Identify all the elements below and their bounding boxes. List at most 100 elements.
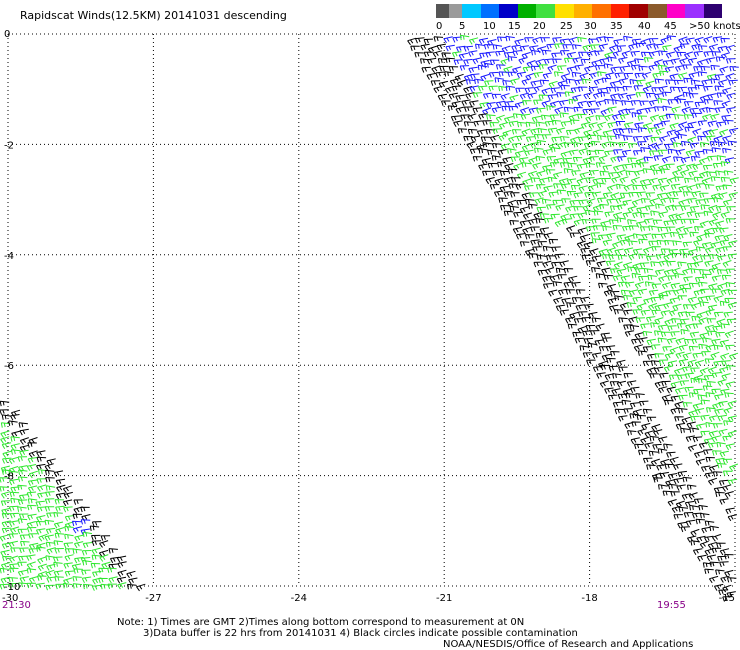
wind-barb [63, 562, 73, 569]
wind-barb [72, 583, 83, 589]
wind-barb [486, 102, 496, 109]
wind-barb [627, 128, 638, 134]
wind-barb [19, 437, 29, 445]
wind-barb [618, 57, 628, 64]
wind-barb [711, 435, 721, 443]
wind-barb [712, 533, 722, 542]
wind-barb [530, 177, 541, 183]
wind-barb [44, 463, 54, 471]
wind-barb [596, 36, 606, 43]
wind-barb [0, 549, 10, 557]
wind-barb [623, 183, 633, 192]
wind-barb [18, 469, 28, 476]
wind-barb [407, 37, 417, 46]
wind-barb [460, 114, 470, 121]
wind-barb [682, 91, 693, 98]
wind-barb [626, 302, 637, 308]
wind-barb [507, 56, 517, 62]
wind-barb [469, 85, 479, 93]
wind-barb [420, 43, 430, 51]
wind-barb [99, 554, 109, 562]
wind-barb [545, 255, 556, 261]
wind-barb [621, 399, 631, 406]
wind-barb [38, 533, 48, 542]
wind-barb [56, 484, 66, 492]
wind-barb [694, 101, 705, 108]
wind-barb [711, 288, 721, 294]
wind-barb [539, 79, 550, 86]
wind-barb [583, 241, 593, 249]
wind-barb [630, 64, 641, 71]
wind-barb [463, 136, 473, 142]
wind-barb [706, 407, 716, 413]
wind-barb [596, 260, 606, 268]
wind-barb [91, 534, 101, 541]
wind-barb [600, 332, 610, 339]
wind-barb [623, 294, 633, 301]
wind-barb [691, 43, 701, 51]
wind-barb [485, 177, 495, 185]
wind-barb [642, 330, 653, 337]
wind-barb [482, 142, 492, 148]
wind-barb [491, 170, 502, 177]
wind-barb [654, 269, 665, 276]
wind-barb [592, 225, 603, 231]
wind-barb [469, 100, 479, 107]
wind-barb [524, 37, 534, 43]
wind-barb [670, 407, 680, 415]
wind-barb [676, 164, 686, 172]
wind-barb [505, 85, 516, 91]
wind-barb [520, 107, 530, 115]
wind-barb [694, 150, 704, 158]
wind-barb [572, 94, 582, 102]
wind-barb [525, 121, 536, 128]
wind-barb [591, 238, 602, 244]
wind-barb [463, 45, 474, 52]
wind-barb [648, 450, 659, 457]
wind-barb [715, 56, 726, 62]
wind-barb [26, 464, 37, 471]
wind-barb [622, 199, 632, 207]
wind-barb [581, 254, 591, 261]
wind-barb [590, 140, 601, 147]
wind-barb [728, 127, 739, 135]
wind-barb [470, 135, 480, 143]
wind-barb [579, 72, 589, 81]
wind-barb [555, 267, 566, 274]
wind-barb [608, 304, 619, 312]
wind-barb [536, 107, 546, 114]
wind-barb [522, 178, 532, 186]
wind-barb [650, 261, 660, 267]
wind-barb [568, 98, 578, 105]
wind-barb [415, 37, 425, 44]
wind-barb [560, 151, 570, 159]
wind-barb [611, 113, 622, 121]
wind-barb [665, 79, 675, 85]
wind-barb [669, 86, 680, 93]
wind-barb [718, 589, 728, 596]
wind-barb [535, 58, 545, 67]
wind-barb [697, 71, 708, 77]
wind-barb [587, 342, 598, 349]
x-tick-label: -15 [719, 593, 735, 604]
wind-barb [467, 113, 477, 121]
wind-barb [632, 296, 642, 303]
wind-barb [664, 143, 674, 150]
wind-barb [626, 380, 637, 387]
wind-barb [588, 86, 599, 93]
wind-barb [716, 255, 727, 262]
wind-barb [712, 450, 722, 456]
wind-barb [599, 380, 609, 388]
wind-barb [45, 491, 55, 497]
wind-barb [556, 65, 567, 72]
wind-barb [432, 50, 442, 58]
wind-barb [516, 199, 526, 206]
wind-barb [682, 191, 693, 197]
wind-barb [727, 478, 738, 486]
wind-barb [713, 583, 724, 591]
wind-barb [685, 323, 695, 331]
wind-barb [638, 337, 648, 344]
wind-barb [539, 227, 549, 234]
wind-barb [487, 149, 497, 156]
wind-barb [693, 498, 704, 505]
